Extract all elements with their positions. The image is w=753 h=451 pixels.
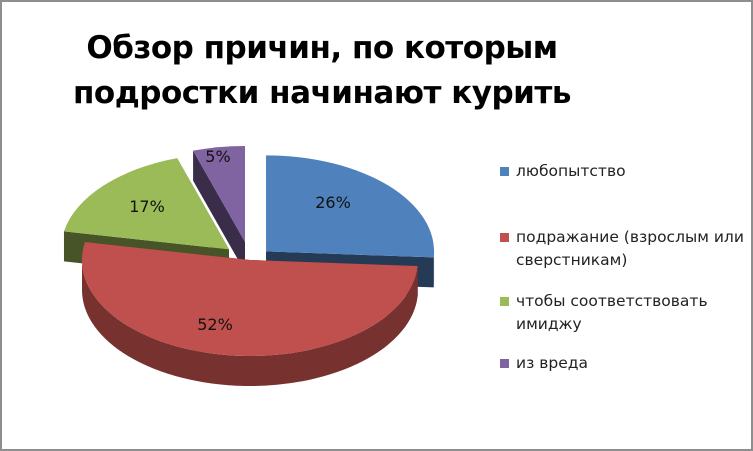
data-label-curiosity: 26% [315,193,351,212]
legend-swatch-spite [500,359,509,368]
legend-label-imitation: подражание (взрослым или сверстникам) [516,228,744,269]
chart-title-line-1: Обзор причин, по которым [86,30,558,66]
data-label-image: 17% [129,197,165,216]
legend-item-image: чтобы соответствовать имиджу [500,290,751,336]
legend-label-curiosity: любопытство [516,162,626,180]
legend-item-imitation: подражание (взрослым или сверстникам) [500,226,751,272]
legend-item-spite: из вреда [500,352,751,375]
legend-swatch-image [500,297,509,306]
pie-slices [63,145,435,386]
legend-item-curiosity: любопытство [500,160,751,183]
data-label-imitation: 52% [197,315,233,334]
pie-slice-spite [193,145,245,272]
data-label-spite: 5% [205,147,230,166]
legend-swatch-imitation [500,233,509,242]
chart-title-line-2: подростки начинают курить [73,75,571,111]
legend-label-image: чтобы соответствовать имиджу [516,292,708,333]
pie-slice-imitation [81,242,418,386]
legend-swatch-curiosity [500,167,509,176]
chart-title: Обзор причин, по которым подростки начин… [42,26,602,116]
legend-label-spite: из вреда [516,354,588,372]
pie-labels: 26% 52% 17% 5% [129,147,351,334]
